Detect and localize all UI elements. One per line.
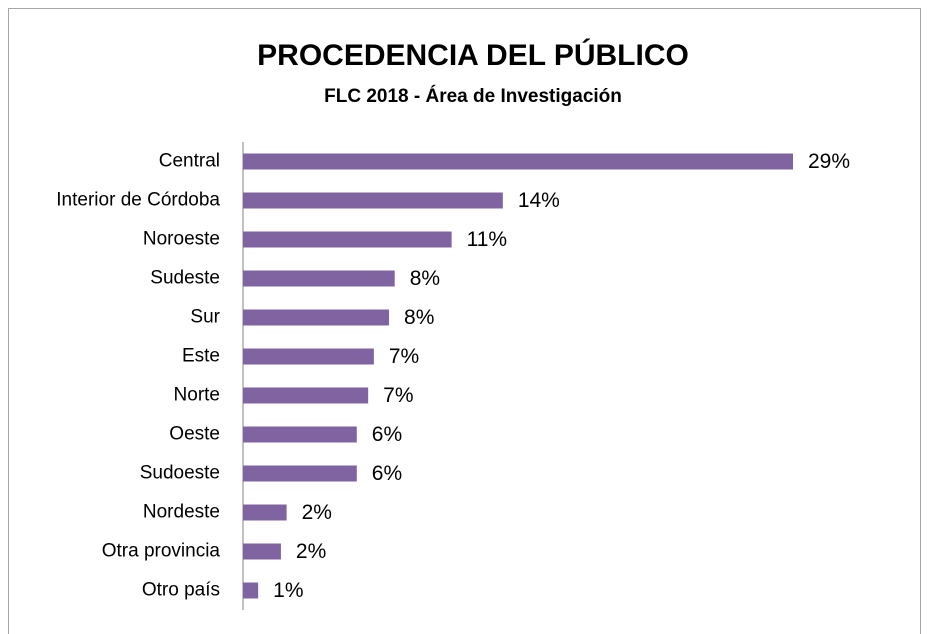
bar bbox=[243, 309, 390, 326]
bar bbox=[243, 153, 793, 170]
bar bbox=[243, 192, 503, 209]
bar bbox=[243, 426, 357, 443]
y-tick-label: Nordeste bbox=[143, 502, 220, 523]
chart-subtitle: FLC 2018 - Área de Investigación bbox=[324, 85, 622, 107]
bar bbox=[243, 543, 281, 560]
data-label: 7% bbox=[389, 345, 419, 368]
bar bbox=[243, 582, 259, 599]
y-tick-label: Otro país bbox=[142, 580, 220, 601]
y-tick-label: Otra provincia bbox=[102, 541, 221, 562]
data-label: 1% bbox=[273, 579, 303, 602]
chart-border bbox=[8, 8, 921, 634]
data-label: 8% bbox=[404, 306, 434, 329]
bar bbox=[243, 348, 374, 365]
y-tick-label: Sudeste bbox=[150, 268, 220, 289]
bar bbox=[243, 387, 369, 404]
bar bbox=[243, 270, 395, 287]
data-label: 2% bbox=[302, 501, 332, 524]
data-label: 7% bbox=[383, 384, 413, 407]
data-label: 6% bbox=[372, 462, 402, 485]
y-tick-label: Sudoeste bbox=[140, 463, 220, 484]
chart-title: PROCEDENCIA DEL PÚBLICO bbox=[257, 38, 689, 72]
data-label: 14% bbox=[518, 189, 560, 212]
y-tick-label: Noroeste bbox=[143, 229, 220, 250]
y-tick-label: Este bbox=[182, 346, 220, 367]
data-label: 29% bbox=[808, 150, 850, 173]
data-label: 6% bbox=[372, 423, 402, 446]
bar bbox=[243, 465, 357, 482]
y-tick-label: Central bbox=[159, 151, 220, 172]
data-label: 11% bbox=[467, 228, 507, 251]
y-tick-label: Sur bbox=[190, 307, 220, 328]
bar bbox=[243, 504, 287, 521]
data-label: 2% bbox=[296, 540, 326, 563]
data-label: 8% bbox=[410, 267, 440, 290]
y-tick-label: Interior de Córdoba bbox=[56, 190, 220, 211]
y-tick-label: Norte bbox=[174, 385, 220, 406]
y-tick-label: Oeste bbox=[169, 424, 220, 445]
bar bbox=[243, 231, 452, 248]
